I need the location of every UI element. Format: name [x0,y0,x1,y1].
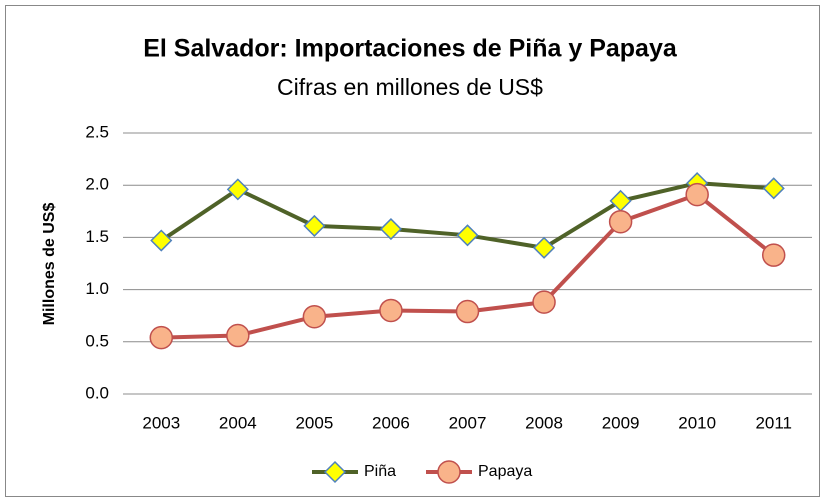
data-point [303,214,326,237]
data-point [608,209,633,234]
chart-subtitle: Cifras en millones de US$ [277,74,543,100]
legend-label: Piña [364,463,396,480]
legend-label: Papaya [478,463,532,480]
data-point [532,236,556,259]
x-tick-label: 2005 [295,413,333,432]
x-tick-label: 2009 [602,413,640,432]
y-axis-label: Millones de US$ [41,203,58,326]
x-tick-label: 2011 [755,413,792,432]
y-tick-label: 0.0 [85,383,109,402]
y-tick-label: 1.0 [85,279,109,298]
data-point [455,299,480,324]
data-point [761,243,786,267]
data-point [226,178,249,201]
data-point [226,323,250,348]
data-point [456,224,479,247]
y-tick-label: 2.5 [85,122,109,141]
data-point [379,298,403,323]
x-tick-label: 2006 [372,413,410,432]
x-tick-label: 2008 [525,413,563,432]
y-tick-label: 0.5 [85,331,109,350]
y-tick-label: 2.0 [85,175,109,194]
y-tick-label: 1.5 [85,227,109,246]
data-point [379,217,403,241]
x-tick-label: 2004 [219,413,257,432]
x-tick-label: 2003 [142,413,180,432]
data-point [532,290,556,314]
data-point [685,182,709,207]
legend-marker [437,460,461,484]
x-tick-label: 2007 [449,413,487,432]
legend-marker [323,460,347,484]
data-point [149,325,174,350]
data-point [762,177,785,200]
chart-title: El Salvador: Importaciones de Piña y Pap… [143,35,678,63]
data-point [150,229,173,252]
x-tick-label: 2010 [678,413,716,432]
chart-border [5,5,820,497]
data-point [302,304,327,329]
